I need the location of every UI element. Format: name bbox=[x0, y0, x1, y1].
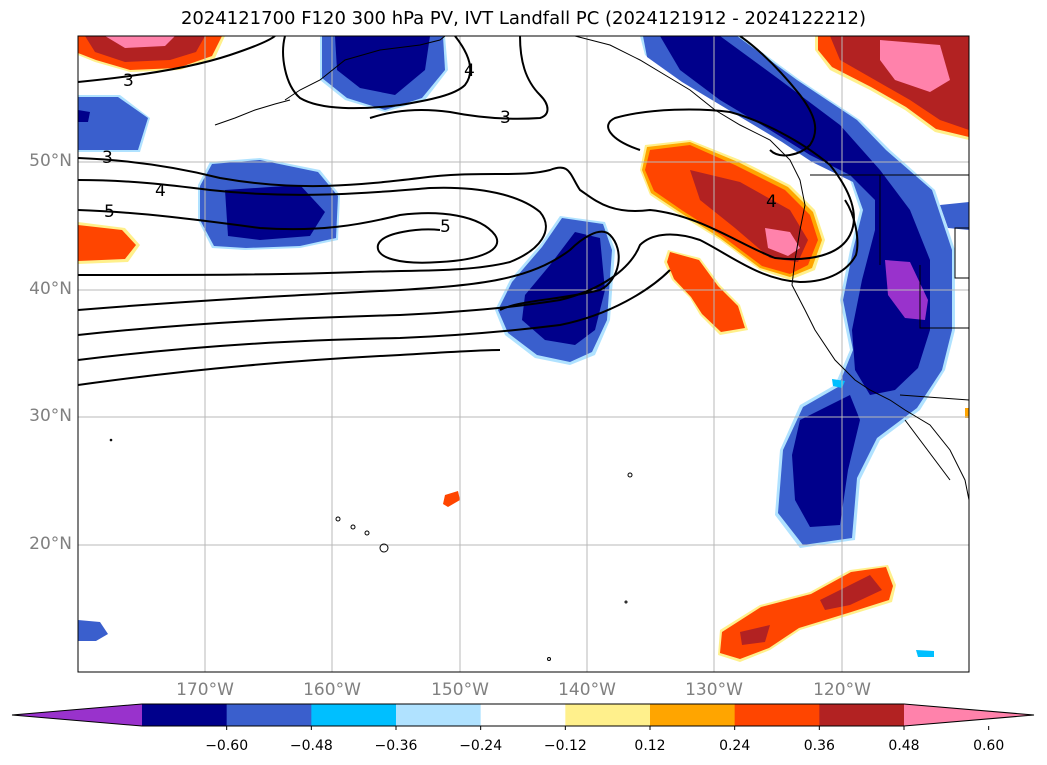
colorbar-tick-label: −0.24 bbox=[459, 738, 503, 754]
colorbar-tick-label: −0.60 bbox=[205, 738, 249, 754]
neg-blob-165w bbox=[198, 158, 340, 250]
colorbar-swatch bbox=[396, 704, 482, 726]
lon-label-160w: 160°W bbox=[303, 680, 361, 700]
neg-blob-gulf-alaska bbox=[320, 36, 448, 112]
contour-label: 4 bbox=[464, 61, 475, 81]
neg-blob-west-edge bbox=[78, 95, 969, 657]
chart-title: 2024121700 F120 300 hPa PV, IVT Landfall… bbox=[180, 8, 867, 29]
contour-label: 3 bbox=[102, 148, 113, 168]
colorbar-swatch bbox=[480, 704, 566, 726]
colorbar-tick-label: 0.36 bbox=[803, 738, 835, 754]
contour-lines bbox=[78, 36, 859, 386]
contour-labels: 3 3 3 4 4 5 5 4 bbox=[102, 61, 777, 237]
colorbar-swatch bbox=[650, 704, 736, 726]
lon-label-140w: 140°W bbox=[558, 680, 616, 700]
lat-label-30n: 30°N bbox=[29, 406, 72, 426]
colorbar-tick-label: −0.48 bbox=[289, 738, 333, 754]
colorbar-tick-label: 0.48 bbox=[888, 738, 920, 754]
pos-blob-west-edge bbox=[78, 222, 140, 264]
contour-label: 5 bbox=[440, 217, 451, 237]
contour-label: 4 bbox=[766, 192, 777, 212]
colorbar-extend-max bbox=[904, 704, 1034, 726]
pos-blob-subtropic bbox=[443, 408, 969, 662]
colorbar bbox=[11, 703, 1035, 730]
lat-label-20n: 20°N bbox=[29, 534, 72, 554]
pos-blob-ne-corner bbox=[815, 36, 969, 140]
colorbar-swatch bbox=[311, 704, 397, 726]
contour-label: 3 bbox=[500, 108, 511, 128]
map-frame bbox=[77, 35, 970, 673]
colorbar-swatch bbox=[734, 704, 820, 726]
lon-label-130w: 130°W bbox=[685, 680, 743, 700]
lon-label-120w: 120°W bbox=[813, 680, 871, 700]
colorbar-swatch bbox=[226, 704, 312, 726]
colorbar-swatch bbox=[565, 704, 651, 726]
colorbar-swatch bbox=[142, 704, 228, 726]
colorbar-extend-min bbox=[12, 704, 142, 726]
contour-label: 5 bbox=[104, 202, 115, 222]
colorbar-tick-label: 0.24 bbox=[719, 738, 751, 754]
pos-blob-nw-corner bbox=[78, 36, 225, 72]
lon-label-150w: 150°W bbox=[431, 680, 489, 700]
pv-fill-layer bbox=[78, 36, 969, 662]
colorbar-tick-label: 0.60 bbox=[973, 738, 1005, 754]
lat-label-40n: 40°N bbox=[29, 279, 72, 299]
colorbar-tick-label: −0.12 bbox=[543, 738, 587, 754]
colorbar-outline bbox=[11, 703, 1035, 727]
lon-label-170w: 170°W bbox=[176, 680, 234, 700]
contour-label: 4 bbox=[155, 181, 166, 201]
pos-blob-pnw bbox=[640, 140, 825, 280]
lat-label-50n: 50°N bbox=[29, 151, 72, 171]
gridlines bbox=[78, 36, 969, 672]
pos-blob-130w bbox=[664, 250, 748, 335]
contour-label: 3 bbox=[123, 71, 134, 91]
colorbar-tick-label: −0.36 bbox=[374, 738, 418, 754]
colorbar-tick-label: 0.12 bbox=[634, 738, 666, 754]
colorbar-swatch bbox=[819, 704, 905, 726]
